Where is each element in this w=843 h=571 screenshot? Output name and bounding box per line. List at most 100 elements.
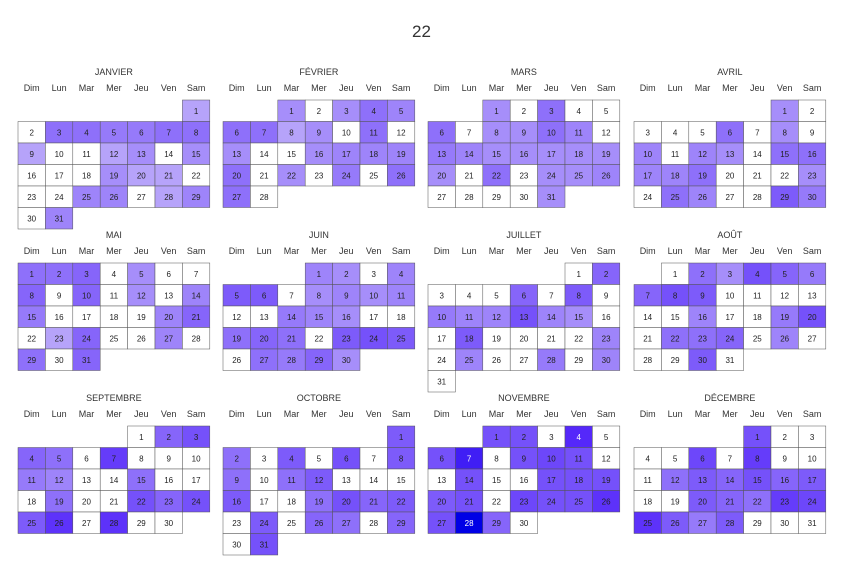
day-number: 17 (192, 476, 201, 485)
day-number: 22 (780, 171, 789, 180)
day-number: 7 (289, 291, 294, 300)
month-name: MARS (511, 67, 537, 77)
weekday-label: Dim (229, 83, 245, 93)
day-number: 28 (753, 193, 762, 202)
day-number: 26 (137, 334, 146, 343)
day-number: 17 (260, 497, 269, 506)
day-number: 15 (574, 313, 583, 322)
day-number: 4 (289, 454, 294, 463)
day-number: 28 (287, 356, 296, 365)
day-number: 28 (192, 334, 201, 343)
day-number: 20 (725, 171, 734, 180)
weekday-label: Lun (462, 409, 477, 419)
day-number: 1 (399, 433, 404, 442)
day-number: 19 (109, 171, 118, 180)
weekday-label: Lun (668, 83, 683, 93)
day-number: 11 (110, 291, 119, 300)
day-number: 7 (371, 454, 376, 463)
day-number: 15 (780, 150, 789, 159)
day-number: 30 (27, 214, 36, 223)
day-number: 27 (232, 193, 241, 202)
day-number: 13 (725, 150, 734, 159)
day-number: 20 (437, 171, 446, 180)
day-number: 12 (314, 476, 323, 485)
day-number: 8 (494, 128, 499, 137)
day-number: 1 (673, 270, 678, 279)
day-number: 28 (109, 519, 118, 528)
day-number: 6 (234, 128, 239, 137)
day-number: 7 (728, 454, 733, 463)
day-number: 17 (808, 476, 817, 485)
day-number: 25 (287, 519, 296, 528)
day-number: 8 (29, 291, 34, 300)
day-number: 3 (262, 454, 267, 463)
day-number: 25 (109, 334, 118, 343)
day-number: 24 (82, 334, 91, 343)
day-number: 18 (671, 171, 680, 180)
day-number: 29 (780, 193, 789, 202)
day-cell (72, 348, 101, 371)
day-number: 25 (574, 171, 583, 180)
day-number: 31 (808, 519, 817, 528)
day-cell (427, 370, 456, 393)
day-number: 30 (164, 519, 173, 528)
day-number: 7 (645, 291, 650, 300)
day-cell (182, 490, 211, 513)
day-number: 12 (602, 128, 611, 137)
day-number: 6 (262, 291, 267, 300)
day-number: 10 (55, 150, 64, 159)
day-number: 2 (522, 107, 527, 116)
day-number: 22 (137, 497, 146, 506)
weekday-label: Dim (229, 246, 245, 256)
day-number: 27 (260, 356, 269, 365)
weekday-label: Mer (311, 83, 327, 93)
day-number: 27 (808, 334, 817, 343)
day-number: 22 (492, 497, 501, 506)
weekday-label: Ven (161, 409, 177, 419)
day-number: 26 (602, 171, 611, 180)
day-number: 14 (465, 476, 474, 485)
weekday-label: Ven (161, 83, 177, 93)
day-number: 26 (492, 356, 501, 365)
day-number: 3 (84, 270, 89, 279)
weekday-label: Mer (311, 409, 327, 419)
day-number: 29 (492, 519, 501, 528)
day-number: 5 (57, 454, 62, 463)
day-number: 31 (260, 540, 269, 549)
day-number: 22 (753, 497, 762, 506)
day-number: 29 (397, 519, 406, 528)
weekday-label: Mar (79, 83, 95, 93)
day-number: 6 (522, 291, 527, 300)
day-number: 30 (342, 356, 351, 365)
day-number: 17 (547, 476, 556, 485)
day-number: 26 (602, 497, 611, 506)
day-number: 31 (437, 377, 446, 386)
day-number: 1 (782, 107, 787, 116)
day-number: 12 (698, 150, 707, 159)
weekday-label: Jeu (134, 409, 149, 419)
day-number: 25 (671, 193, 680, 202)
day-number: 8 (576, 291, 581, 300)
day-number: 21 (164, 171, 173, 180)
weekday-label: Ven (366, 409, 382, 419)
weekday-label: Jeu (134, 246, 149, 256)
weekday-label: Sam (187, 409, 206, 419)
day-number: 13 (164, 291, 173, 300)
day-number: 15 (492, 476, 501, 485)
day-number: 30 (808, 193, 817, 202)
day-number: 4 (673, 128, 678, 137)
day-number: 4 (371, 107, 376, 116)
day-number: 22 (397, 497, 406, 506)
day-number: 25 (465, 356, 474, 365)
day-number: 9 (317, 128, 322, 137)
weekday-label: Sam (597, 83, 616, 93)
weekday-label: Sam (392, 83, 411, 93)
day-number: 7 (467, 454, 472, 463)
day-number: 7 (166, 128, 171, 137)
day-cell (592, 164, 621, 187)
day-number: 24 (369, 334, 378, 343)
day-number: 10 (342, 128, 351, 137)
day-number: 6 (700, 454, 705, 463)
day-number: 31 (725, 356, 734, 365)
